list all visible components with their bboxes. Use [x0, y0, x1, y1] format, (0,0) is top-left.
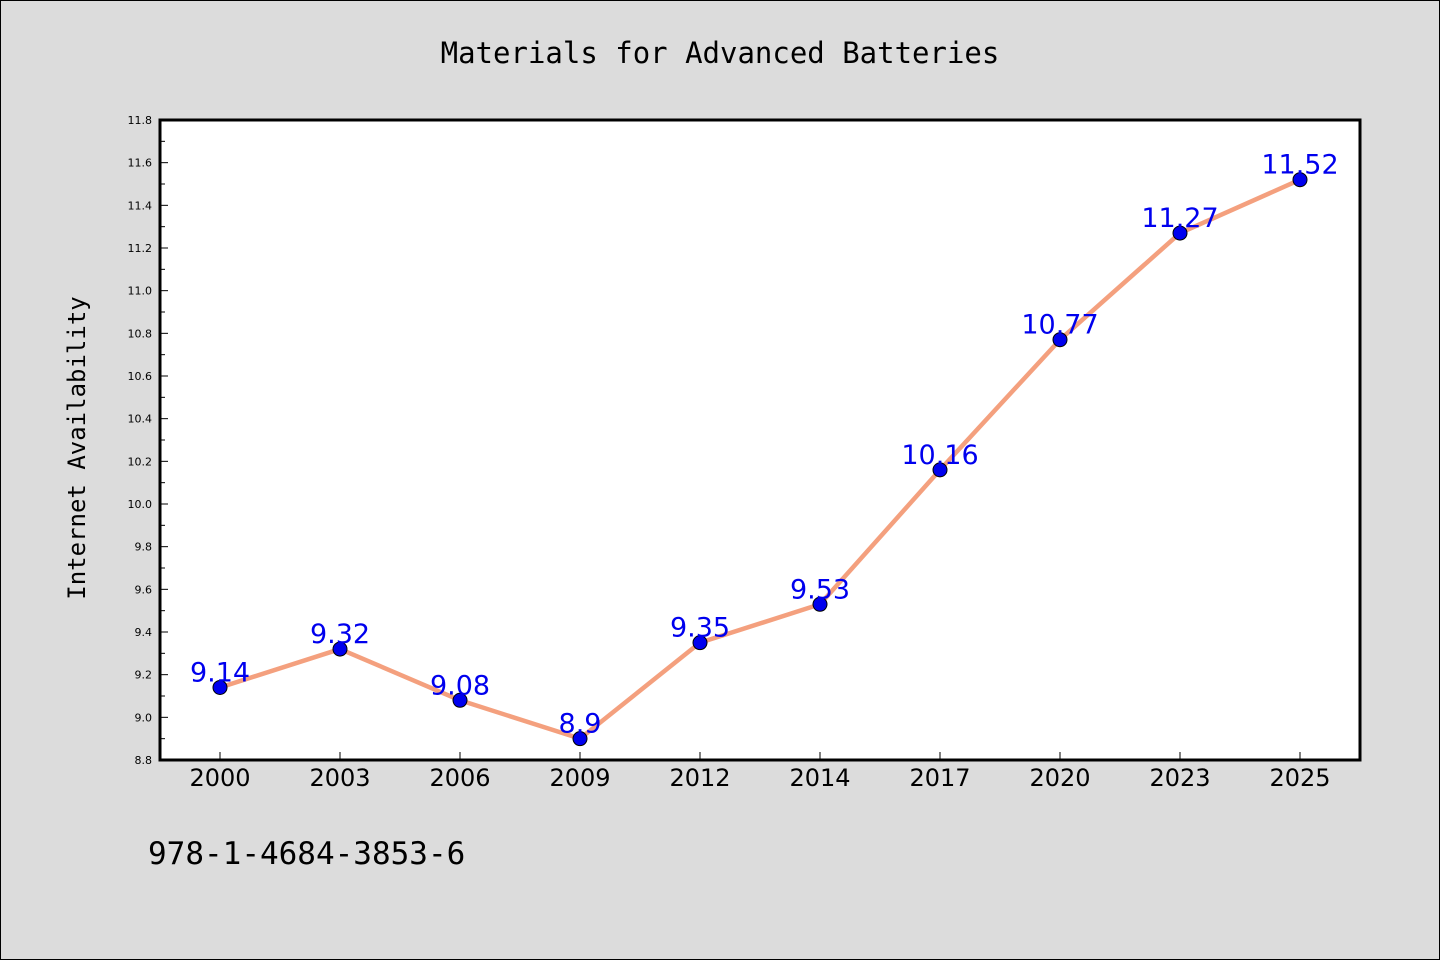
data-label: 9.14 [190, 657, 250, 688]
data-point [1052, 332, 1068, 348]
data-label: 10.77 [1021, 310, 1098, 341]
plot-area [160, 120, 1360, 760]
series-line [217, 177, 1303, 741]
data-label: 9.32 [310, 619, 370, 650]
y-tick-label: 9.6 [135, 583, 153, 596]
data-label: 9.35 [670, 613, 730, 644]
y-tick-label: 11.8 [128, 114, 153, 127]
y-tick-label: 10.0 [128, 498, 153, 511]
data-point [932, 462, 948, 478]
y-tick-label: 11.2 [128, 242, 153, 255]
data-point [452, 692, 468, 708]
y-tick-label: 8.8 [135, 754, 153, 767]
data-point [1292, 172, 1308, 188]
y-tick-label: 11.6 [128, 157, 153, 170]
y-tick-label: 9.8 [135, 541, 153, 554]
x-tick-label: 2025 [1269, 764, 1330, 792]
x-tick-label: 2006 [429, 764, 490, 792]
data-markers [212, 172, 1308, 747]
x-tick-label: 2014 [789, 764, 850, 792]
x-tick-label: 2003 [309, 764, 370, 792]
y-tick-label: 10.8 [128, 327, 153, 340]
data-labels: 9.14 9.32 9.08 8.9 9.35 9.53 10.16 10.77 11.27 11… [190, 150, 1339, 740]
y-tick-label: 9.4 [135, 626, 153, 639]
data-point [212, 679, 228, 695]
y-tick-label: 10.4 [128, 413, 153, 426]
data-label: 8.9 [559, 709, 602, 740]
data-label: 9.08 [430, 670, 490, 701]
x-tick-label: 2009 [549, 764, 610, 792]
y-tick-label: 11.4 [128, 199, 153, 212]
data-point [1172, 225, 1188, 241]
data-label: 11.52 [1261, 150, 1338, 181]
x-axis-ticks: 2000 2003 2006 2009 2012 2014 2017 2020 2023 2025 [189, 752, 1331, 792]
data-label: 9.53 [790, 574, 850, 605]
data-point [692, 635, 708, 651]
x-tick-label: 2020 [1029, 764, 1090, 792]
x-tick-label: 2012 [669, 764, 730, 792]
y-tick-label: 9.2 [135, 669, 153, 682]
y-tick-label: 9.0 [135, 711, 153, 724]
data-label: 10.16 [901, 440, 978, 471]
y-axis-label: Internet Availability [63, 296, 91, 599]
chart-title: Materials for Advanced Batteries [441, 36, 1000, 70]
x-tick-label: 2017 [909, 764, 970, 792]
x-tick-label: 2000 [189, 764, 250, 792]
plot-frame [158, 118, 1362, 762]
y-tick-label: 10.2 [128, 455, 153, 468]
y-tick-label: 10.6 [128, 370, 153, 383]
data-label: 11.27 [1141, 203, 1218, 234]
y-axis-ticks: 8.8 9.0 9.2 9.4 9.6 9.8 10.0 10.2 10.4 10.6 10.8 11… [128, 114, 168, 767]
data-point [332, 641, 348, 657]
x-tick-label: 2023 [1149, 764, 1210, 792]
data-point [812, 596, 828, 612]
y-tick-label: 11.0 [128, 285, 153, 298]
data-point [572, 731, 588, 747]
footer-code: 978-1-4684-3853-6 [148, 836, 465, 872]
